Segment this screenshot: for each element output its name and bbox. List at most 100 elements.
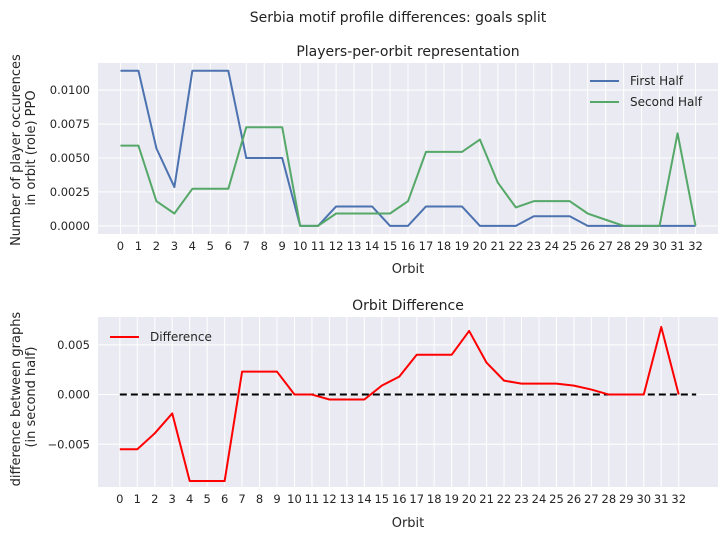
x-tick-label: 20 <box>462 492 477 506</box>
x-tick-label: 14 <box>357 492 372 506</box>
y-tick-label: 0.0050 <box>50 151 90 165</box>
subplot-orbit-difference: Orbit Difference 0 1 2 3 4 5 6 7 8 9 10 11 12 13 14 15 1… <box>9 298 718 531</box>
x-tick-label: 29 <box>619 492 634 506</box>
x-tick-label: 11 <box>305 492 320 506</box>
y-tick-label: 0.0025 <box>50 185 90 199</box>
x-tick-label: 12 <box>322 492 337 506</box>
y-tick-label: 0.000 <box>57 388 90 402</box>
x-tick-label: 21 <box>491 239 506 253</box>
y-tick-label: 0.0000 <box>50 219 90 233</box>
x-tick-label: 12 <box>329 239 344 253</box>
x-tick-label: 10 <box>287 492 302 506</box>
grid-bottom <box>98 317 718 487</box>
x-tick-label: 18 <box>437 239 452 253</box>
x-tick-label: 9 <box>279 239 286 253</box>
x-tick-label: 1 <box>134 492 141 506</box>
y-tick-label: 0.005 <box>57 338 90 352</box>
x-tick-label: 25 <box>562 239 577 253</box>
series-line-first-half <box>120 69 696 227</box>
x-tick-label: 11 <box>311 239 326 253</box>
x-tick-label: 21 <box>479 492 494 506</box>
x-tick-label: 6 <box>221 492 228 506</box>
x-tick-label: 3 <box>169 492 176 506</box>
chart-title-bottom: Orbit Difference <box>352 298 464 314</box>
x-tick-label: 31 <box>670 239 685 253</box>
x-tick-label: 1 <box>135 239 142 253</box>
x-tick-label: 20 <box>473 239 488 253</box>
x-tick-label: 13 <box>347 239 362 253</box>
y-tick-label: 0.0075 <box>50 117 90 131</box>
legend-label-difference: Difference <box>150 330 212 344</box>
legend-label-first-half: First Half <box>630 74 684 88</box>
x-tick-label: 3 <box>171 239 178 253</box>
y-tick-label: −0.005 <box>47 437 90 451</box>
x-tick-label: 7 <box>238 492 245 506</box>
x-tick-label: 28 <box>616 239 631 253</box>
x-tick-label: 26 <box>567 492 582 506</box>
x-tick-label: 19 <box>444 492 459 506</box>
xlabel-top: Orbit <box>392 262 425 277</box>
x-tick-label: 30 <box>652 239 667 253</box>
x-tick-label: 15 <box>383 239 398 253</box>
x-tick-label: 29 <box>634 239 649 253</box>
x-tick-label: 27 <box>584 492 599 506</box>
x-tick-label: 0 <box>116 492 123 506</box>
x-tick-label: 32 <box>688 239 703 253</box>
x-tick-label: 10 <box>293 239 308 253</box>
x-tick-label: 31 <box>654 492 669 506</box>
lines-top <box>120 69 697 227</box>
x-tick-label: 6 <box>225 239 232 253</box>
ticks-bottom: 0 1 2 3 4 5 6 7 8 9 10 11 12 13 14 15 16 17 18 19 20 21 22 23 24… <box>47 338 686 506</box>
x-tick-label: 23 <box>526 239 541 253</box>
ylabel-top: Number of player occurences in orbit (ro… <box>9 50 39 246</box>
series-line-second-half <box>120 126 697 227</box>
x-tick-label: 22 <box>497 492 512 506</box>
x-tick-label: 5 <box>203 492 210 506</box>
x-tick-label: 4 <box>189 239 196 253</box>
ylabel-top-line2: in orbit (role) PPO <box>24 90 39 205</box>
ylabel-bottom-line1: difference between graphs <box>9 312 24 487</box>
x-tick-label: 19 <box>455 239 470 253</box>
x-tick-label: 17 <box>419 239 434 253</box>
x-tick-label: 2 <box>151 492 158 506</box>
x-tick-label: 24 <box>532 492 547 506</box>
x-tick-label: 4 <box>186 492 193 506</box>
chart-title-top: Players-per-orbit representation <box>296 44 519 60</box>
x-tick-label: 7 <box>243 239 250 253</box>
figure-suptitle: Serbia motif profile differences: goals … <box>250 10 547 26</box>
x-tick-label: 8 <box>261 239 268 253</box>
x-tick-label: 2 <box>153 239 160 253</box>
x-tick-label: 0 <box>117 239 124 253</box>
x-tick-label: 28 <box>602 492 617 506</box>
x-tick-label: 26 <box>580 239 595 253</box>
ylabel-bottom-line2: (in second half) <box>24 346 39 447</box>
x-tick-label: 16 <box>392 492 407 506</box>
x-tick-label: 17 <box>409 492 424 506</box>
y-tick-label: 0.0100 <box>50 83 90 97</box>
x-tick-label: 30 <box>636 492 651 506</box>
x-tick-label: 16 <box>401 239 416 253</box>
x-tick-label: 27 <box>598 239 613 253</box>
ticks-top: 0 1 2 3 4 5 6 7 8 9 10 11 12 13 14 15 16 17 18 19 20 21 22 23 24… <box>50 83 703 253</box>
x-tick-label: 18 <box>427 492 442 506</box>
x-tick-label: 13 <box>340 492 355 506</box>
x-tick-label: 5 <box>207 239 214 253</box>
legend-label-second-half: Second Half <box>630 95 703 109</box>
ylabel-bottom: difference between graphs (in second hal… <box>9 308 39 487</box>
x-tick-label: 15 <box>374 492 389 506</box>
x-tick-label: 9 <box>273 492 280 506</box>
xlabel-bottom: Orbit <box>392 516 425 531</box>
x-tick-label: 32 <box>671 492 686 506</box>
ylabel-top-line1: Number of player occurences <box>9 54 24 246</box>
legend-top: First Half Second Half <box>590 74 703 109</box>
legend-bottom: Difference <box>110 330 212 344</box>
x-tick-label: 22 <box>509 239 524 253</box>
x-tick-label: 25 <box>549 492 564 506</box>
x-tick-label: 8 <box>256 492 263 506</box>
x-tick-label: 23 <box>514 492 529 506</box>
x-tick-label: 24 <box>544 239 559 253</box>
lines-bottom <box>119 325 697 483</box>
series-line-difference <box>119 325 680 483</box>
